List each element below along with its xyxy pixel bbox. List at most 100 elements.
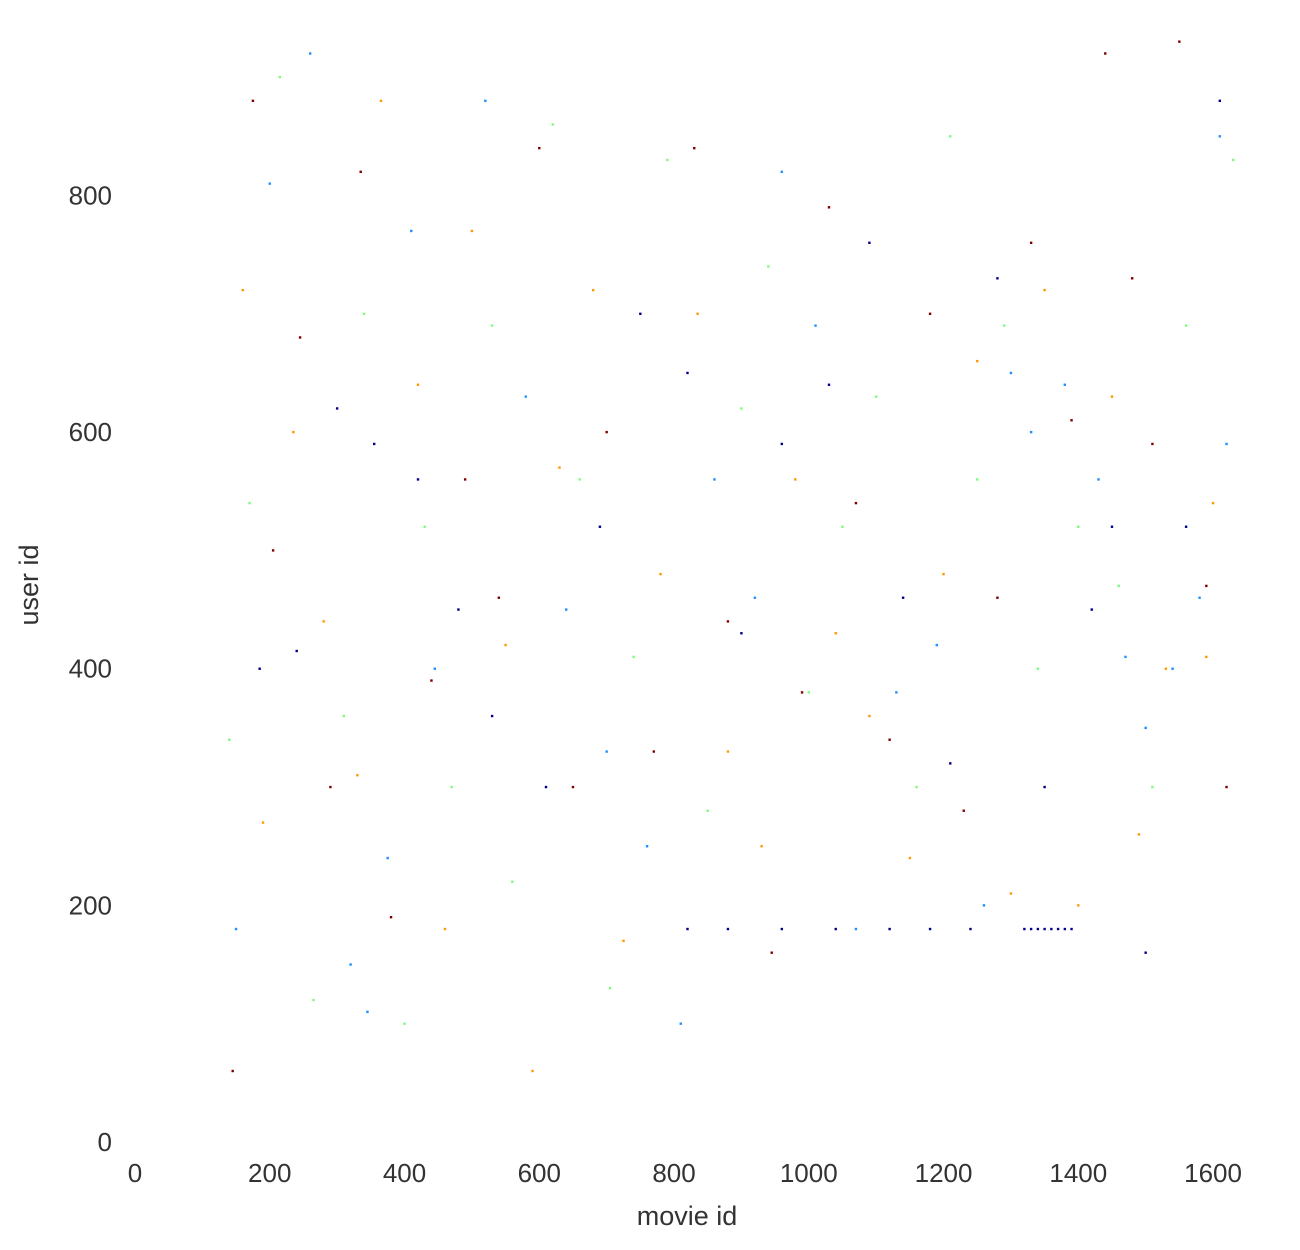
data-point: [1009, 892, 1013, 895]
data-point: [841, 525, 844, 528]
data-point: [645, 845, 649, 848]
y-tick-label: 800: [69, 180, 112, 210]
data-point: [1023, 927, 1026, 931]
data-point: [868, 241, 871, 244]
data-point: [1043, 785, 1046, 789]
data-point: [901, 596, 905, 599]
data-point: [558, 466, 561, 469]
data-point: [258, 667, 261, 670]
data-point: [1070, 927, 1073, 931]
data-point: [571, 785, 575, 789]
data-point: [854, 927, 858, 931]
data-point: [403, 1022, 406, 1025]
data-point: [976, 478, 979, 481]
data-point: [1036, 667, 1040, 670]
data-point: [807, 691, 810, 694]
data-point: [794, 478, 797, 481]
data-point: [693, 146, 696, 150]
data-point: [706, 809, 709, 812]
data-point: [639, 312, 642, 315]
data-point: [1063, 383, 1067, 386]
data-point: [312, 998, 315, 1002]
data-point: [834, 927, 837, 931]
data-point: [1164, 667, 1168, 670]
data-point: [497, 596, 501, 599]
data-point: [868, 714, 871, 718]
data-point: [1056, 927, 1060, 931]
data-points: [228, 40, 1235, 1073]
data-point: [1063, 927, 1067, 931]
data-point: [753, 596, 757, 599]
x-tick-label: 400: [383, 1158, 426, 1188]
data-point: [359, 170, 362, 174]
data-point: [1002, 324, 1006, 327]
data-point: [888, 927, 891, 931]
data-point: [322, 620, 325, 623]
data-point: [928, 312, 932, 315]
data-point: [915, 785, 918, 789]
data-point: [1130, 277, 1134, 280]
data-point: [874, 395, 878, 398]
data-point: [996, 277, 999, 280]
data-point: [1050, 927, 1053, 931]
data-point: [1077, 904, 1080, 907]
data-point: [298, 336, 302, 339]
data-point: [278, 75, 282, 79]
x-tick-label: 1000: [780, 1158, 838, 1188]
data-point: [329, 785, 332, 789]
data-point: [854, 501, 858, 505]
data-point: [713, 478, 716, 481]
data-point: [362, 312, 366, 315]
data-point: [1198, 596, 1201, 599]
data-point: [443, 927, 447, 931]
data-point: [430, 679, 433, 682]
data-point: [949, 135, 952, 138]
y-axis-label: user id: [14, 544, 44, 625]
data-point: [1043, 288, 1046, 292]
y-tick-label: 0: [98, 1127, 112, 1157]
data-point: [726, 620, 730, 623]
x-tick-label: 1200: [915, 1158, 973, 1188]
data-point: [767, 265, 770, 268]
data-point: [608, 986, 612, 990]
data-point: [228, 738, 231, 741]
data-point: [1151, 785, 1154, 789]
data-point: [1009, 371, 1013, 375]
data-point: [780, 442, 784, 446]
data-point: [1171, 667, 1174, 670]
y-tick-label: 200: [69, 890, 112, 920]
data-point: [666, 158, 669, 162]
plot-area: [135, 18, 1240, 1142]
data-point: [1090, 608, 1093, 611]
y-tick-labels: 0 200 400 600 800: [69, 180, 112, 1157]
data-point: [1137, 833, 1141, 836]
x-tick-label: 1400: [1049, 1158, 1107, 1188]
data-point: [578, 478, 581, 481]
data-point: [605, 750, 608, 753]
data-point: [679, 1022, 682, 1025]
data-point: [271, 549, 275, 552]
data-point: [1184, 324, 1188, 327]
data-point: [524, 395, 527, 398]
data-point: [780, 927, 784, 931]
data-point: [1211, 501, 1215, 505]
data-point: [268, 182, 271, 185]
data-point: [827, 206, 831, 209]
data-point: [659, 572, 662, 576]
data-point: [241, 288, 245, 292]
x-axis-label: movie id: [637, 1201, 738, 1231]
y-tick-label: 600: [69, 417, 112, 447]
data-point: [1043, 927, 1046, 931]
data-point: [1218, 135, 1221, 138]
data-point: [1029, 927, 1033, 931]
data-point: [490, 714, 494, 718]
data-point: [335, 407, 339, 410]
data-point: [740, 407, 743, 410]
data-point: [1036, 927, 1040, 931]
data-point: [800, 691, 804, 694]
data-point: [372, 442, 376, 446]
x-tick-labels: 0 200 400 600 800 1000 1200 1400 1600: [128, 1158, 1242, 1188]
data-point: [248, 501, 251, 505]
data-point: [1104, 52, 1107, 55]
data-point: [1178, 40, 1181, 43]
